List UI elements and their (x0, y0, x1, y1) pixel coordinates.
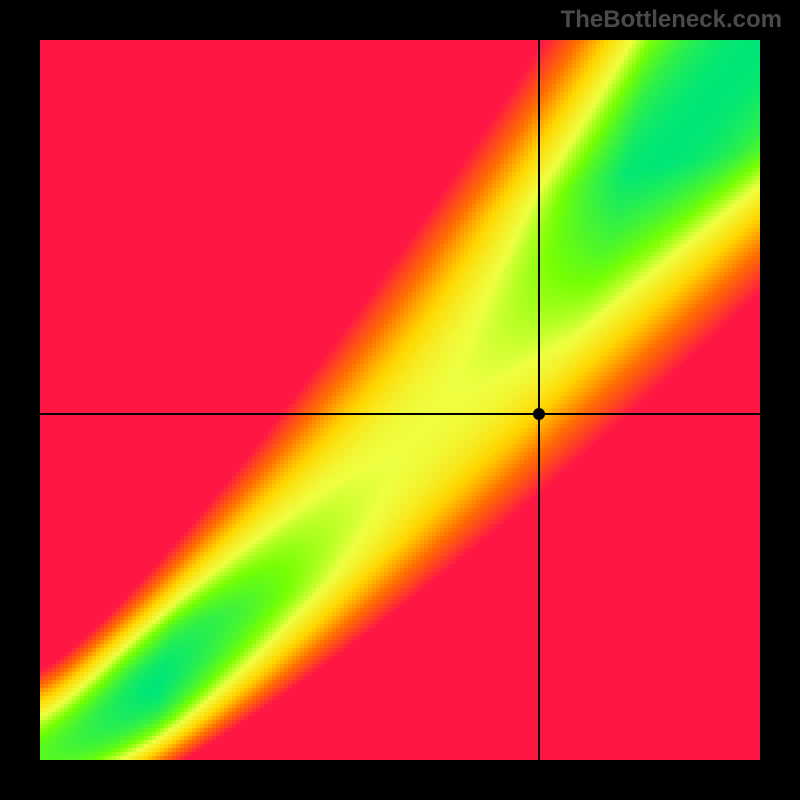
heatmap-canvas (40, 40, 760, 760)
crosshair-horizontal (40, 413, 760, 415)
heatmap-plot (40, 40, 760, 760)
watermark-text: TheBottleneck.com (561, 6, 782, 34)
crosshair-vertical (538, 40, 540, 760)
marker-dot (533, 408, 545, 420)
